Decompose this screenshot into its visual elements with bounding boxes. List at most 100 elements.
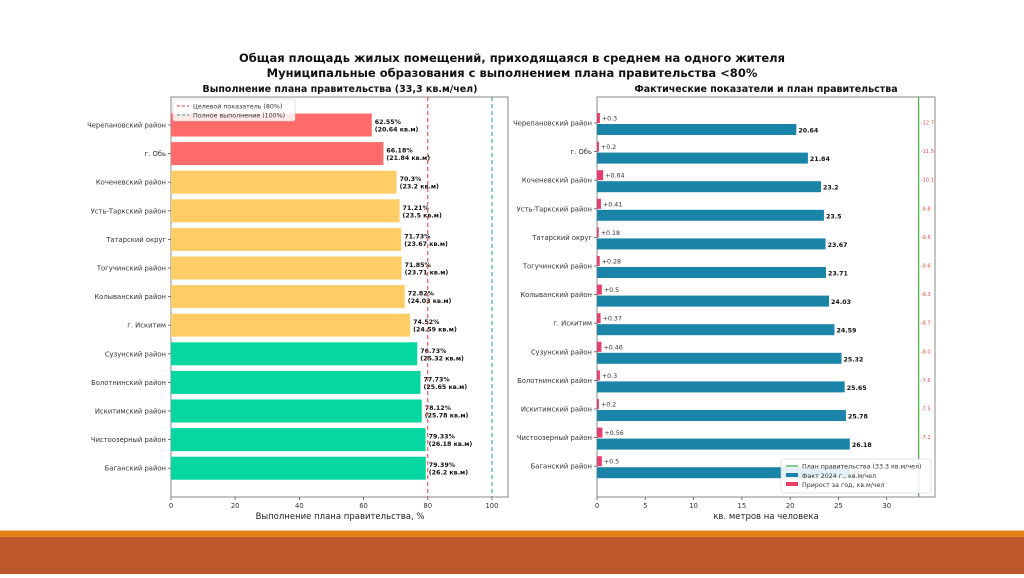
- right-gap-label: -10.1: [921, 178, 934, 184]
- right-fact-bar: [597, 209, 824, 221]
- left-xtick-label: 100: [485, 502, 498, 510]
- right-growth-label: +0.28: [602, 259, 621, 266]
- left-sub-label: (24.59 кв.м): [413, 327, 457, 334]
- right-category-label: Колыванский район: [520, 291, 592, 299]
- right-fact-bar: [597, 324, 835, 336]
- left-sub-label: (20.64 кв.м): [375, 127, 419, 134]
- right-growth-label: +0.2: [601, 144, 616, 151]
- right-growth-bar: [597, 227, 599, 238]
- right-growth-label: +0.5: [604, 459, 619, 466]
- left-category-label: Черепановский район: [87, 122, 166, 130]
- right-growth-label: +0.64: [605, 173, 624, 180]
- right-category-label: Чистоозерный район: [517, 434, 592, 442]
- left-bar: [171, 256, 402, 280]
- right-fact-bar: [597, 238, 826, 250]
- left-xtick-label: 40: [295, 502, 304, 510]
- left-bar: [171, 170, 397, 194]
- right-growth-label: +0.5: [604, 287, 619, 294]
- right-fact-bar: [597, 381, 845, 393]
- right-gap-label: -11.5: [921, 149, 934, 155]
- right-fact-label: 23.2: [823, 185, 839, 192]
- left-xtick-label: 20: [231, 502, 240, 510]
- right-fact-bar: [597, 152, 808, 164]
- right-gap-label: -9.6: [921, 235, 931, 241]
- right-fact-bar: [597, 267, 826, 278]
- right-growth-label: +0.3: [602, 373, 617, 380]
- right-gap-label: -7.1: [921, 435, 931, 441]
- right-xtick-label: 20: [786, 502, 795, 510]
- right-growth-bar: [597, 427, 603, 438]
- right-gap-label: -7.6: [921, 378, 931, 384]
- right-growth-bar: [597, 284, 602, 295]
- right-gap-label: -8.7: [921, 321, 931, 327]
- left-bar: [171, 227, 402, 251]
- left-sub-label: (23.71 кв.м): [405, 270, 449, 277]
- right-category-label: Болотнинский район: [517, 377, 592, 385]
- right-growth-label: +0.41: [603, 201, 622, 208]
- left-category-label: Коченевский район: [96, 179, 166, 187]
- right-xtick-label: 0: [595, 502, 599, 510]
- right-category-label: Тогучинский район: [522, 263, 592, 271]
- right-fact-label: 24.59: [836, 328, 856, 335]
- footer-orange-stripe: [0, 531, 1024, 537]
- right-category-label: Черепановский район: [513, 120, 592, 128]
- right-xtick-label: 5: [643, 502, 647, 510]
- right-fact-bar: [597, 410, 846, 421]
- left-category-label: Сузунский район: [105, 350, 166, 358]
- left-value-label: 62.55%: [375, 119, 402, 126]
- left-value-label: 66.18%: [386, 148, 413, 155]
- right-legend-box: [780, 458, 932, 494]
- right-growth-bar: [597, 399, 599, 409]
- right-fact-label: 25.78: [848, 414, 868, 421]
- left-value-label: 71.73%: [404, 233, 431, 240]
- right-gap-label: -12.7: [921, 121, 934, 127]
- left-value-label: 71.85%: [405, 262, 432, 269]
- right-xtick-label: 15: [738, 502, 747, 510]
- right-legend-label-plan: План правительства (33.3 кв.м/чел): [802, 464, 921, 471]
- right-fact-label: 23.71: [828, 271, 848, 278]
- left-value-label: 70.3%: [400, 176, 423, 183]
- left-bar: [171, 199, 400, 223]
- right-growth-label: +0.18: [601, 230, 620, 237]
- left-value-label: 79.33%: [429, 434, 456, 441]
- right-growth-label: +0.2: [601, 402, 616, 409]
- left-xtick-label: 80: [423, 502, 432, 510]
- left-bar: [171, 428, 426, 452]
- right-fact-bar: [597, 352, 842, 364]
- right-gap-label: -9.6: [921, 264, 931, 270]
- left-bar: [171, 370, 421, 394]
- right-legend-label-growth: Прирост за год, кв.м/чел: [802, 482, 885, 489]
- right-fact-label: 24.03: [831, 299, 851, 306]
- right-growth-bar: [597, 113, 600, 123]
- footer-highlight-line: [0, 530, 1024, 531]
- right-fact-bar: [597, 124, 797, 135]
- right-category-label: Татарский округ: [531, 234, 592, 242]
- left-value-label: 74.52%: [413, 319, 440, 326]
- left-category-label: Баганский район: [105, 465, 166, 473]
- left-sub-label: (26.2 кв.м): [429, 470, 468, 477]
- right-growth-bar: [597, 370, 600, 381]
- left-xtick-label: 0: [169, 502, 173, 510]
- right-xtick-label: 25: [834, 502, 843, 510]
- right-category-label: Усть-Таркский район: [517, 205, 592, 213]
- left-bar: [171, 285, 405, 309]
- left-chart-title: Выполнение плана правительства (33,3 кв.…: [203, 84, 478, 95]
- right-fact-label: 23.67: [828, 242, 848, 249]
- right-gap-label: -9.3: [921, 292, 931, 298]
- left-category-label: Чистоозерный район: [91, 436, 166, 444]
- right-fact-bar: [597, 295, 830, 307]
- right-fact-bar: [597, 467, 851, 479]
- left-sub-label: (25.32 кв.м): [420, 355, 464, 362]
- right-gap-label: -7.5: [921, 407, 931, 413]
- right-fact-label: 20.64: [798, 128, 819, 135]
- left-value-label: 76.73%: [420, 348, 447, 355]
- right-chart-xlabel: кв. метров на человека: [713, 512, 818, 522]
- left-sub-label: (25.78 кв.м): [425, 413, 469, 420]
- left-category-label: Усть-Таркский район: [91, 207, 166, 215]
- left-legend-label: Целевой показатель (80%): [193, 103, 282, 111]
- left-sub-label: (23.5 кв.м): [403, 212, 442, 219]
- right-growth-bar: [597, 256, 600, 266]
- left-sub-label: (23.2 кв.м): [400, 184, 439, 191]
- left-legend-box: [172, 98, 296, 122]
